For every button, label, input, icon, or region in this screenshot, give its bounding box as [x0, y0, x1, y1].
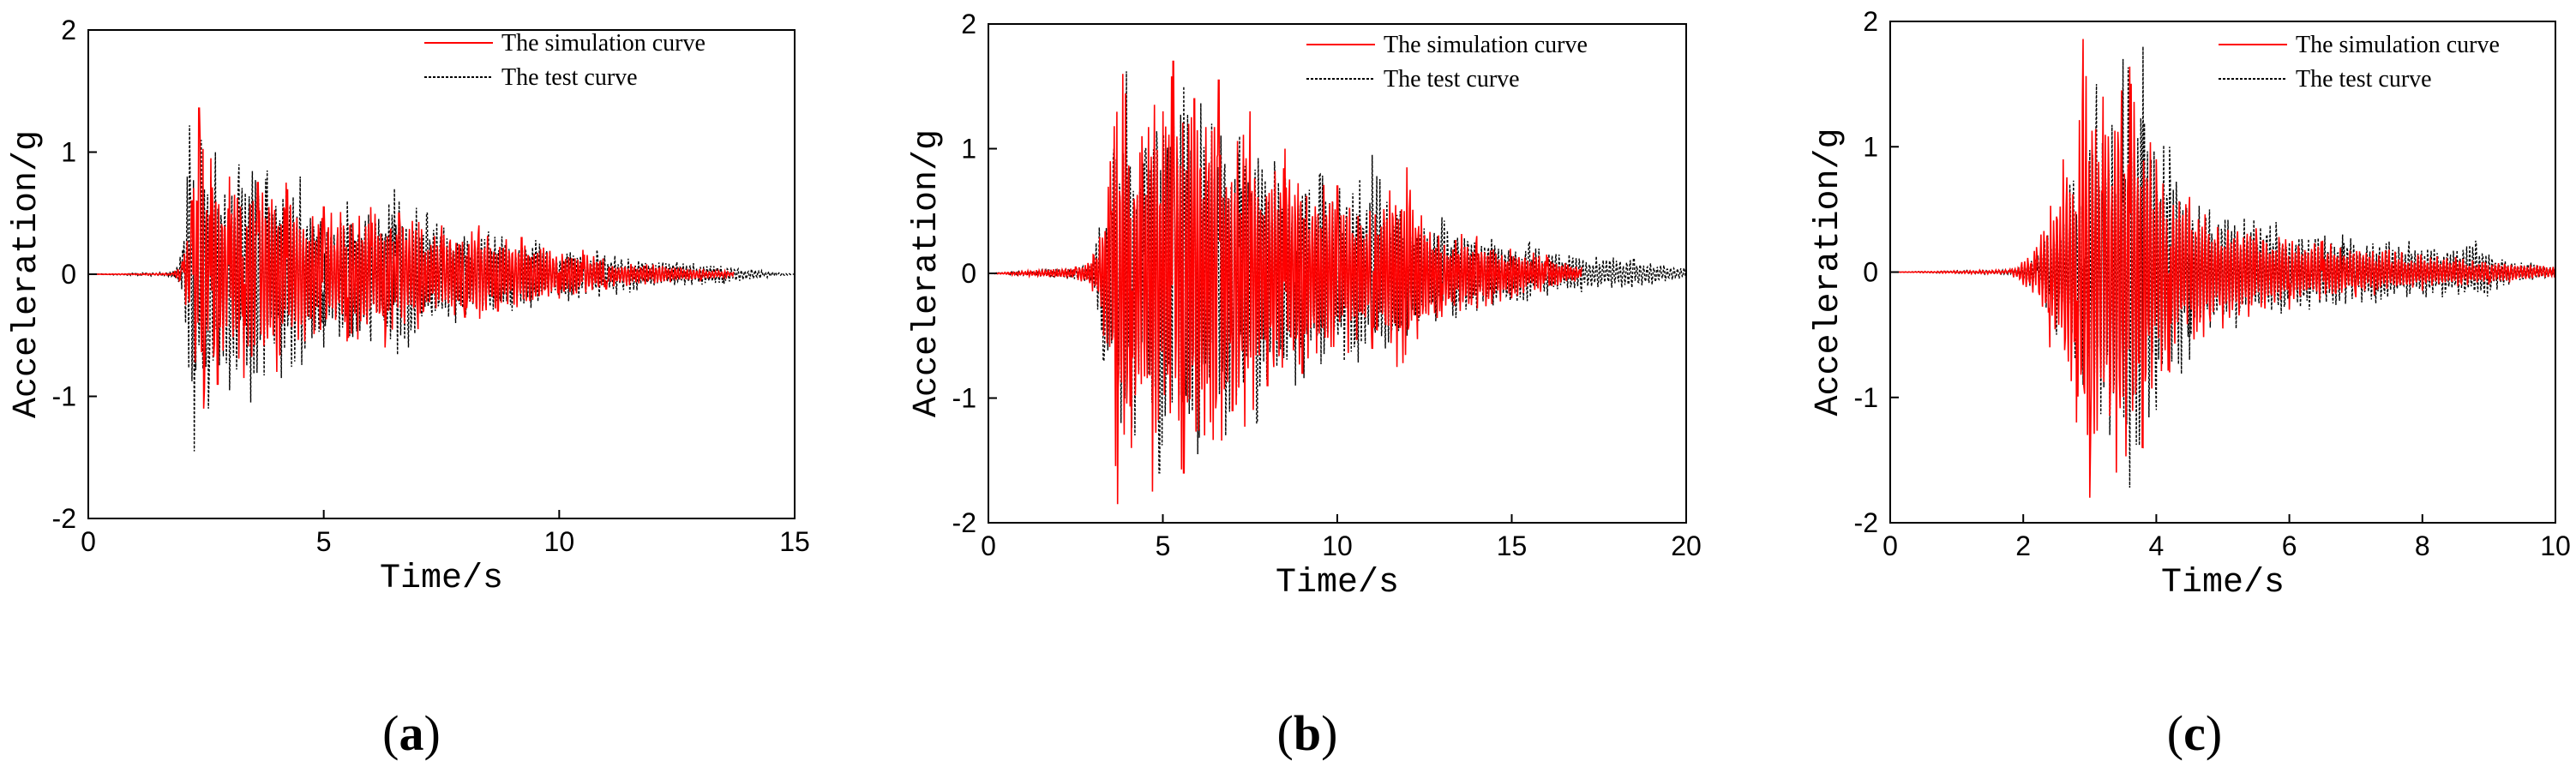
- chart-panel-c: 0 2 4 6 8 10 -2 -1 0 1 2 Time/s Acceleration/g The si…: [1810, 6, 2571, 761]
- y-tick-label: 0: [61, 259, 76, 290]
- x-tick-label: 10: [2540, 530, 2571, 561]
- x-axis-label: Time/s: [1276, 564, 1399, 602]
- chart-panel-b: 0 5 10 15 20 -2 -1 0 1 2 Time/s Acceleration/g The s…: [908, 9, 1702, 761]
- x-tick-label: 15: [1497, 530, 1528, 561]
- x-tick-label: 20: [1671, 530, 1702, 561]
- legend: The simulation curve The test curve: [2219, 32, 2500, 93]
- y-axis-label: Acceleration/g: [8, 130, 46, 418]
- series-line-simulation: [88, 107, 735, 409]
- x-tick-label: 10: [1322, 530, 1353, 561]
- x-tick-label: 5: [1156, 530, 1171, 561]
- legend-label: The simulation curve: [2296, 32, 2500, 58]
- legend-label: The simulation curve: [501, 30, 706, 57]
- x-tick-label: 5: [316, 526, 332, 557]
- y-tick-label: 2: [961, 9, 976, 39]
- x-tick-label: 0: [1882, 530, 1898, 561]
- legend: The simulation curve The test curve: [1306, 32, 1588, 93]
- legend-label: The simulation curve: [1384, 32, 1588, 58]
- x-axis-label: Time/s: [2161, 564, 2285, 602]
- y-tick-label: 2: [1863, 6, 1878, 37]
- x-tick-label: 6: [2282, 530, 2297, 561]
- y-tick-label: 0: [961, 258, 976, 289]
- y-axis-label: Acceleration/g: [908, 129, 946, 417]
- x-tick-label: 4: [2149, 530, 2165, 561]
- y-tick-label: -1: [1854, 382, 1878, 413]
- x-axis-label: Time/s: [380, 560, 503, 598]
- y-tick-label: 1: [1863, 131, 1878, 162]
- series-line-test: [88, 125, 795, 452]
- legend-label: The test curve: [1384, 66, 1520, 93]
- panel-label: (c): [2167, 705, 2222, 761]
- y-tick-label: 1: [961, 134, 976, 165]
- x-tick-label: 2: [2015, 530, 2031, 561]
- x-tick-label: 0: [81, 526, 96, 557]
- legend-label: The test curve: [501, 64, 638, 91]
- chart-panel-a: 0 5 10 15 -2 -1 0 1 2 Time/s Acceleration/g The sim…: [8, 15, 810, 761]
- series-line-simulation: [1890, 39, 2555, 498]
- x-tick-label: 15: [779, 526, 810, 557]
- y-tick-label: -2: [1854, 507, 1878, 538]
- panel-label: (b): [1277, 705, 1338, 761]
- x-tick-label: 8: [2415, 530, 2430, 561]
- legend: The simulation curve The test curve: [424, 30, 706, 91]
- panel-label: (a): [382, 705, 441, 761]
- y-tick-label: -1: [952, 383, 976, 414]
- y-tick-label: -2: [952, 507, 976, 538]
- x-tick-label: 0: [981, 530, 996, 561]
- x-tick-label: 10: [544, 526, 575, 557]
- legend-label: The test curve: [2296, 66, 2432, 93]
- y-axis-label: Acceleration/g: [1810, 128, 1848, 416]
- y-tick-label: 2: [61, 15, 76, 45]
- y-tick-label: 0: [1863, 257, 1878, 288]
- series-line-simulation: [988, 60, 1582, 505]
- y-tick-label: -1: [52, 381, 76, 412]
- series-line-test: [988, 71, 1686, 474]
- y-tick-label: 1: [61, 137, 76, 168]
- y-tick-label: -2: [52, 503, 76, 534]
